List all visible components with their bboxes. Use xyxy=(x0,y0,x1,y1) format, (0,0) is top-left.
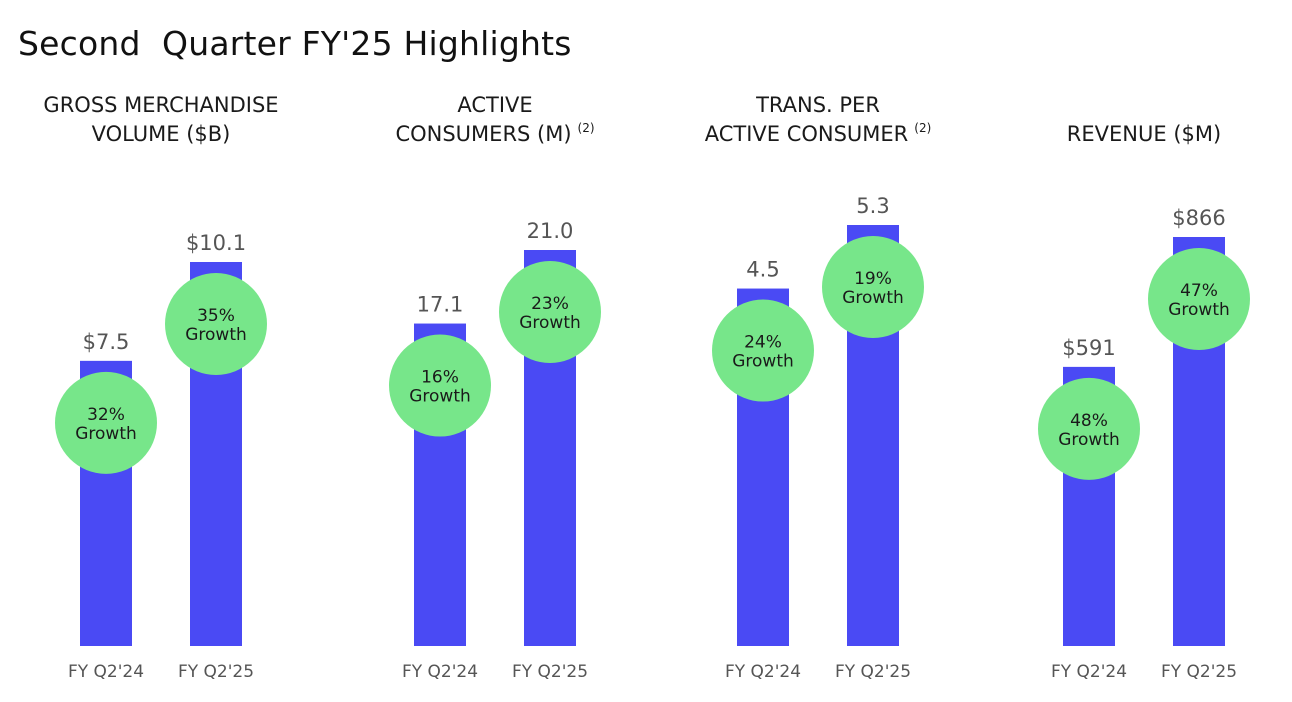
data-label: 4.5 xyxy=(746,258,779,282)
growth-label: Growth xyxy=(1168,300,1230,320)
growth-label: Growth xyxy=(519,313,581,333)
category-label: FY Q2'25 xyxy=(512,662,588,682)
growth-bubble xyxy=(822,236,924,338)
category-label: FY Q2'24 xyxy=(1051,662,1127,682)
data-label: $866 xyxy=(1172,206,1225,230)
data-label: 21.0 xyxy=(527,219,574,243)
chart-title-line: ACTIVE xyxy=(457,93,532,117)
category-label: FY Q2'24 xyxy=(725,662,801,682)
growth-percent: 48% xyxy=(1070,411,1108,431)
growth-bubble xyxy=(55,371,157,474)
growth-percent: 23% xyxy=(531,294,569,314)
growth-bubble xyxy=(389,334,491,437)
chart-title-line: CONSUMERS (M) (2) xyxy=(395,121,594,146)
chart-title-line: ACTIVE CONSUMER (2) xyxy=(705,121,932,146)
growth-percent: 35% xyxy=(197,306,235,326)
footnote-marker: (2) xyxy=(578,121,595,135)
data-label: $591 xyxy=(1062,336,1115,360)
growth-percent: 24% xyxy=(744,333,782,353)
growth-percent: 47% xyxy=(1180,281,1218,301)
growth-label: Growth xyxy=(842,288,904,308)
growth-bubble xyxy=(1038,377,1140,480)
growth-bubble xyxy=(499,261,601,363)
data-label: $7.5 xyxy=(83,330,130,354)
category-label: FY Q2'24 xyxy=(402,662,478,682)
footnote-marker: (2) xyxy=(914,121,931,135)
growth-label: Growth xyxy=(409,387,471,407)
chart-title-line: VOLUME ($B) xyxy=(92,122,231,146)
data-label: 17.1 xyxy=(417,293,464,317)
chart-title-line: REVENUE ($M) xyxy=(1067,122,1221,146)
growth-percent: 16% xyxy=(421,368,459,388)
growth-bubble xyxy=(1148,248,1250,350)
category-label: FY Q2'25 xyxy=(178,662,254,682)
category-label: FY Q2'24 xyxy=(68,662,144,682)
category-label: FY Q2'25 xyxy=(1161,662,1237,682)
growth-percent: 32% xyxy=(87,405,125,425)
growth-bubble xyxy=(165,273,267,375)
chart-title-line: GROSS MERCHANDISE xyxy=(43,93,278,117)
page-title: Second Quarter FY'25 Highlights xyxy=(18,24,572,63)
growth-label: Growth xyxy=(185,325,247,345)
growth-label: Growth xyxy=(75,424,137,444)
growth-bubble xyxy=(712,299,814,402)
growth-label: Growth xyxy=(1058,430,1120,450)
data-label: 5.3 xyxy=(856,194,889,218)
category-label: FY Q2'25 xyxy=(835,662,911,682)
growth-percent: 19% xyxy=(854,269,892,289)
growth-label: Growth xyxy=(732,352,794,372)
data-label: $10.1 xyxy=(186,231,246,255)
chart-title-line: TRANS. PER xyxy=(755,93,880,117)
